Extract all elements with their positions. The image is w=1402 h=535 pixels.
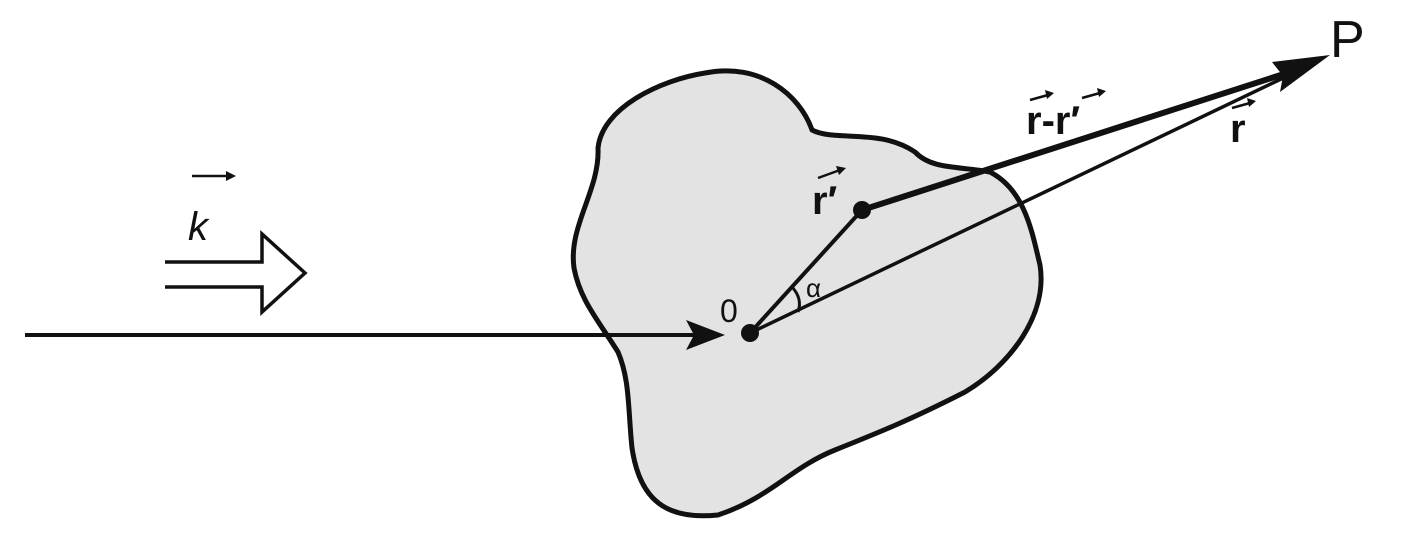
r-label-arrowhead-3 [1247,98,1256,107]
wave-vector-label: k [188,205,210,249]
source-point-label: r′ [812,179,837,223]
source-vector-r-prime [748,208,864,335]
observation-arrowhead [1272,55,1330,92]
position-vector-r [749,68,1301,335]
position-vector-label: r [1230,107,1246,151]
r-prime-label-arrow-shaft-2 [1081,91,1101,100]
r-prime-label-arrow-shaft [817,168,841,180]
r-label-arrowhead-1 [1045,90,1054,99]
source-point [853,201,871,219]
difference-vector-label: r-r′ [1026,99,1080,143]
observation-point-label: P [1330,11,1365,69]
scattering-body [570,68,1044,519]
r-label-arrow-shaft-3 [1231,101,1251,110]
r-prime-label-arrowhead-2 [1097,88,1106,97]
r-prime-label-arrowhead [836,166,846,175]
angle-label: α [806,273,821,303]
difference-vector-r-minus-r-prime [861,69,1291,213]
r-label-arrow-shaft-1 [1029,93,1049,102]
wave-direction-arrow [165,230,308,316]
incident-beam-arrowhead [686,320,725,350]
angle-arc [789,284,801,313]
origin-label: 0 [720,293,738,329]
k-vector-arrowhead [226,171,236,181]
origin-point [741,324,759,342]
